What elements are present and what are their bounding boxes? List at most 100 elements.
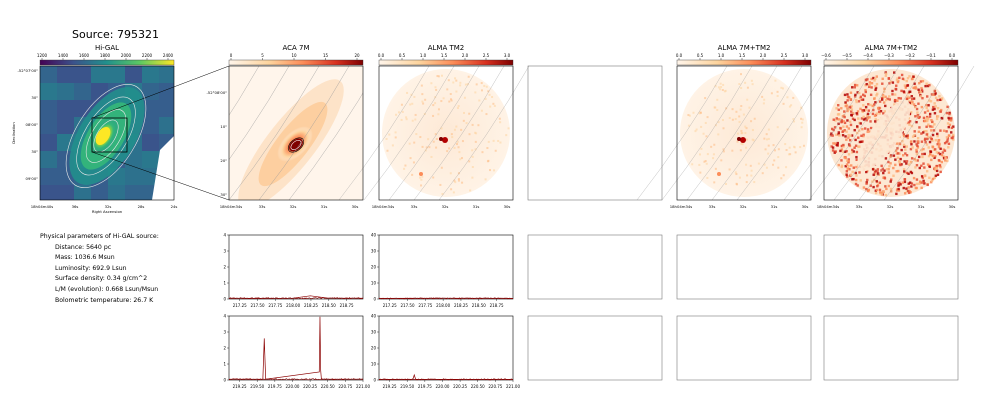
noise-pixel	[864, 117, 867, 120]
noise-pixel	[767, 144, 770, 147]
noise-pixel	[871, 104, 874, 108]
noise-pixel	[767, 128, 770, 131]
noise-pixel	[488, 169, 491, 172]
noise-pixel	[909, 147, 913, 151]
y-tick-label: -52°07'00"	[17, 68, 38, 73]
noise-pixel	[932, 93, 935, 96]
noise-pixel	[915, 148, 918, 152]
noise-pixel	[898, 162, 902, 166]
noise-pixel	[746, 86, 749, 89]
noise-pixel	[945, 140, 948, 144]
noise-pixel	[859, 95, 863, 98]
noise-pixel	[776, 126, 779, 129]
noise-pixel	[721, 88, 724, 91]
noise-pixel	[782, 174, 785, 177]
aca-map	[229, 66, 363, 200]
noise-pixel	[892, 154, 896, 157]
noise-pixel	[923, 130, 926, 133]
noise-pixel	[725, 183, 728, 186]
contour-line	[636, 65, 728, 201]
noise-pixel	[456, 140, 459, 143]
noise-pixel	[939, 170, 942, 174]
noise-pixel	[930, 180, 933, 184]
noise-pixel	[921, 155, 924, 159]
noise-pixel	[489, 105, 492, 108]
colorbar-tick-label: 1.5	[441, 53, 448, 58]
higal-pixel	[159, 117, 174, 134]
higal-pixel	[74, 66, 91, 83]
noise-pixel	[782, 102, 785, 105]
noise-pixel	[847, 95, 850, 99]
noise-pixel	[903, 145, 906, 148]
noise-pixel	[921, 152, 924, 156]
noise-pixel	[940, 160, 944, 164]
noise-pixel	[856, 91, 859, 94]
noise-pixel	[882, 90, 886, 93]
noise-pixel	[840, 148, 844, 151]
y-tick-label: 40	[371, 233, 377, 238]
noise-pixel	[717, 121, 720, 124]
noise-pixel	[926, 109, 930, 113]
noise-pixel	[907, 186, 910, 189]
contour-line	[388, 65, 480, 201]
noise-pixel	[868, 81, 872, 84]
noise-pixel	[432, 176, 435, 179]
noise-pixel	[856, 110, 860, 113]
noise-pixel	[905, 162, 908, 165]
noise-pixel	[750, 120, 753, 123]
noise-pixel	[404, 164, 407, 167]
noise-pixel	[411, 102, 414, 105]
noise-pixel	[716, 98, 719, 101]
noise-pixel	[853, 86, 857, 89]
noise-pixel	[926, 183, 929, 187]
noise-pixel	[401, 110, 404, 113]
noise-pixel	[866, 128, 870, 131]
noise-pixel	[858, 140, 862, 144]
colorbar-tick-label: 0.0	[378, 53, 385, 58]
noise-pixel	[786, 96, 789, 99]
noise-pixel	[728, 168, 731, 171]
noise-pixel	[459, 158, 462, 161]
noise-pixel	[449, 93, 452, 96]
noise-pixel	[895, 142, 899, 145]
x-tick-label: 217.25	[233, 303, 247, 308]
noise-pixel	[931, 125, 934, 128]
param-surface-density: Surface density: 0.34 g/cm^2	[55, 275, 148, 283]
noise-pixel	[855, 98, 858, 102]
noise-pixel	[889, 162, 892, 165]
noise-pixel	[391, 144, 394, 147]
param-mass: Mass: 1036.6 Msun	[55, 254, 115, 262]
noise-pixel	[857, 136, 860, 139]
noise-pixel	[885, 168, 889, 171]
x-tick-label: 217.50	[251, 303, 265, 308]
colorbar-tick-label: 10	[291, 53, 297, 58]
noise-pixel	[452, 81, 455, 84]
noise-pixel	[849, 106, 852, 109]
noise-pixel	[874, 191, 878, 195]
noise-pixel	[945, 156, 948, 159]
noise-pixel	[746, 98, 749, 101]
noise-pixel	[893, 71, 896, 74]
noise-pixel	[437, 113, 440, 116]
param-lm-evolution: L/M (evolution): 0.668 Lsun/Msun	[55, 285, 159, 293]
colorbar-tick-label: 1.0	[718, 53, 725, 58]
noise-pixel	[688, 114, 691, 117]
noise-pixel	[920, 90, 924, 93]
noise-pixel	[933, 107, 936, 111]
noise-pixel	[843, 115, 846, 119]
noise-pixel	[704, 121, 707, 124]
noise-pixel	[921, 176, 924, 179]
noise-pixel	[731, 108, 734, 111]
noise-pixel	[917, 102, 920, 105]
noise-pixel	[950, 126, 954, 130]
noise-pixel	[895, 192, 898, 196]
noise-pixel	[874, 88, 877, 91]
noise-pixel	[440, 100, 443, 103]
noise-pixel	[866, 178, 869, 182]
noise-pixel	[925, 106, 928, 110]
noise-pixel	[459, 81, 462, 84]
noise-pixel	[862, 133, 865, 137]
noise-pixel	[926, 137, 929, 141]
noise-pixel	[745, 146, 748, 149]
noise-pixel	[386, 149, 389, 152]
